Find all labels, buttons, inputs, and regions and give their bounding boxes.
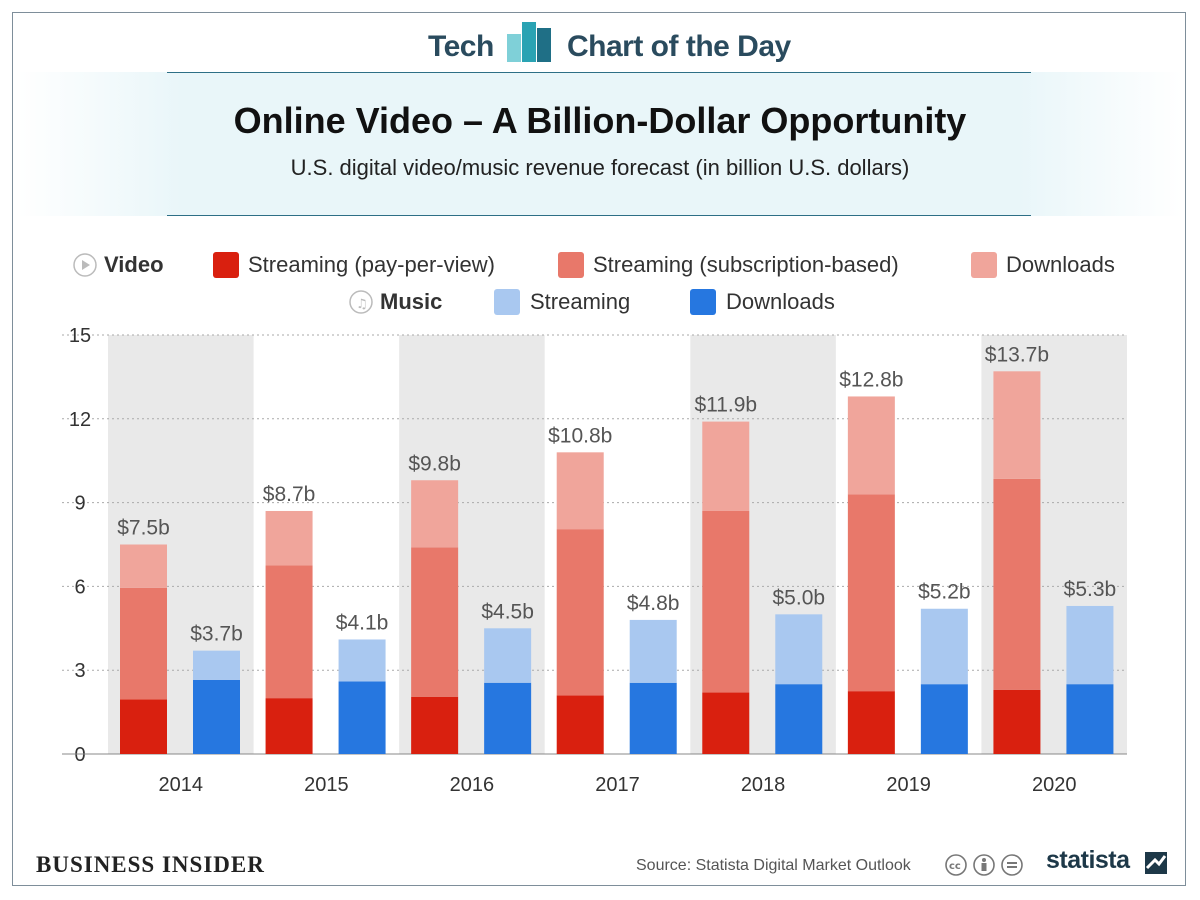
chart-of-the-day-label: Chart of the Day [567, 30, 791, 63]
total-label-music-2014: $3.7b [190, 623, 243, 646]
x-tick-label: 2017 [595, 774, 640, 796]
total-label-video-2018: $11.9b [694, 394, 757, 417]
legend-swatch-video-subscription [558, 252, 584, 278]
statista-logo-icon [1145, 852, 1167, 874]
bar-video-streaming-pay-per-view-2014 [120, 699, 167, 754]
statista-wordmark: statista [1046, 846, 1130, 874]
total-label-video-2020: $13.7b [985, 343, 1049, 366]
bar-music-streaming-2020 [1066, 605, 1114, 685]
chart-of-the-day-logo-icon [507, 22, 551, 62]
video-legend-heading: Video [73, 252, 164, 277]
y-tick-label: 6 [74, 576, 85, 598]
legend-swatch-video-downloads [971, 252, 997, 278]
bar-video-streaming-subscription-based-2017 [556, 529, 604, 696]
chart-subtitle: U.S. digital video/music revenue forecas… [290, 155, 910, 180]
tech-chart-header: Tech Chart of the Day [0, 22, 1200, 66]
bar-music-downloads-2020 [1066, 684, 1114, 754]
x-tick-label: 2018 [741, 774, 786, 796]
bar-video-downloads-2020 [993, 371, 1041, 479]
y-tick-label: 0 [74, 744, 85, 766]
total-label-video-2017: $10.8b [548, 424, 612, 447]
bar-music-streaming-2017 [629, 619, 677, 683]
total-label-music-2019: $5.2b [918, 581, 971, 604]
total-label-video-2014: $7.5b [117, 517, 170, 540]
bar-music-streaming-2016 [484, 628, 532, 683]
legend-label-video-downloads: Downloads [1006, 252, 1115, 277]
bar-video-streaming-subscription-based-2015 [265, 565, 313, 699]
business-insider-logo: BUSINESS INSIDER [36, 852, 265, 877]
svg-text:cc: cc [949, 861, 961, 872]
music-note-icon [349, 290, 373, 314]
creative-commons-icon: cc [945, 854, 1023, 876]
chart-frame [12, 12, 1186, 886]
total-label-music-2015: $4.1b [336, 611, 389, 634]
legend-label-music-downloads: Downloads [726, 289, 835, 314]
total-label-video-2019: $12.8b [839, 368, 903, 391]
x-tick-label: 2019 [886, 774, 931, 796]
bar-video-streaming-pay-per-view-2019 [847, 691, 895, 754]
bar-music-streaming-2015 [338, 639, 386, 682]
total-label-music-2018: $5.0b [773, 586, 826, 609]
play-icon [73, 253, 97, 277]
x-tick-label: 2015 [304, 774, 349, 796]
bar-music-downloads-2015 [338, 681, 386, 754]
bar-video-downloads-2015 [265, 510, 313, 566]
y-tick-label: 9 [74, 493, 85, 515]
total-label-music-2016: $4.5b [481, 600, 534, 623]
bar-video-downloads-2014 [120, 544, 167, 588]
total-label-video-2016: $9.8b [408, 452, 461, 475]
legend-label-video-ppv: Streaming (pay-per-view) [248, 252, 495, 277]
title-top-rule [167, 72, 1031, 73]
y-tick-label: 12 [69, 409, 91, 431]
bar-video-streaming-subscription-based-2014 [120, 587, 167, 700]
bar-music-downloads-2017 [629, 682, 677, 754]
x-tick-label: 2016 [450, 774, 495, 796]
bar-video-downloads-2018 [702, 421, 750, 511]
bar-video-streaming-pay-per-view-2020 [993, 689, 1041, 754]
bar-video-downloads-2016 [411, 480, 459, 548]
legend-label-video-subscription: Streaming (subscription-based) [593, 252, 899, 277]
bar-music-downloads-2016 [484, 682, 532, 754]
tech-label: Tech [428, 30, 494, 63]
legend-label-music-streaming: Streaming [530, 289, 630, 314]
source-note: Source: Statista Digital Market Outlook [636, 857, 911, 874]
play-triangle-icon [82, 260, 90, 270]
plot-area: 0 3 6 9 12 15 $7.5b $8.7b $9.8b $10.8b $11.9b $12.8… [62, 325, 1127, 796]
title-band [18, 72, 1182, 216]
bar-video-streaming-pay-per-view-2015 [265, 698, 313, 754]
total-label-video-2015: $8.7b [263, 483, 316, 506]
video-heading-label: Video [104, 252, 164, 277]
bar-video-streaming-subscription-based-2020 [993, 478, 1041, 690]
music-heading-label: Music [380, 289, 442, 314]
bar-video-streaming-subscription-based-2018 [702, 510, 750, 693]
legend-swatch-video-ppv [213, 252, 239, 278]
total-label-music-2017: $4.8b [627, 592, 680, 615]
bar-video-downloads-2017 [556, 452, 604, 530]
x-tick-label: 2014 [159, 774, 204, 796]
bar-music-downloads-2014 [193, 679, 240, 754]
chart-title: Online Video – A Billion-Dollar Opportun… [233, 100, 967, 141]
bar-video-streaming-pay-per-view-2016 [411, 696, 459, 754]
legend-swatch-music-downloads [690, 289, 716, 315]
x-tick-label: 2020 [1032, 774, 1077, 796]
bar-video-downloads-2019 [847, 396, 895, 495]
legend: Video Streaming (pay-per-view) Streaming… [73, 252, 1115, 315]
bar-music-downloads-2019 [920, 684, 968, 754]
bar-video-streaming-pay-per-view-2018 [702, 692, 750, 754]
total-label-music-2020: $5.3b [1064, 578, 1117, 601]
bar-music-streaming-2019 [920, 608, 968, 685]
music-note-glyph-icon: ♫ [356, 297, 368, 312]
bar-video-streaming-subscription-based-2016 [411, 547, 459, 697]
y-tick-label: 15 [69, 325, 91, 347]
bar-video-streaming-pay-per-view-2017 [556, 695, 604, 754]
y-tick-label: 3 [74, 660, 85, 682]
bar-music-streaming-2014 [193, 650, 240, 680]
music-legend-heading: ♫ Music [349, 289, 442, 314]
bar-music-downloads-2018 [775, 684, 823, 754]
legend-swatch-music-streaming [494, 289, 520, 315]
bar-video-streaming-subscription-based-2019 [847, 494, 895, 692]
title-bottom-rule [167, 215, 1031, 216]
bar-music-streaming-2018 [775, 614, 823, 685]
